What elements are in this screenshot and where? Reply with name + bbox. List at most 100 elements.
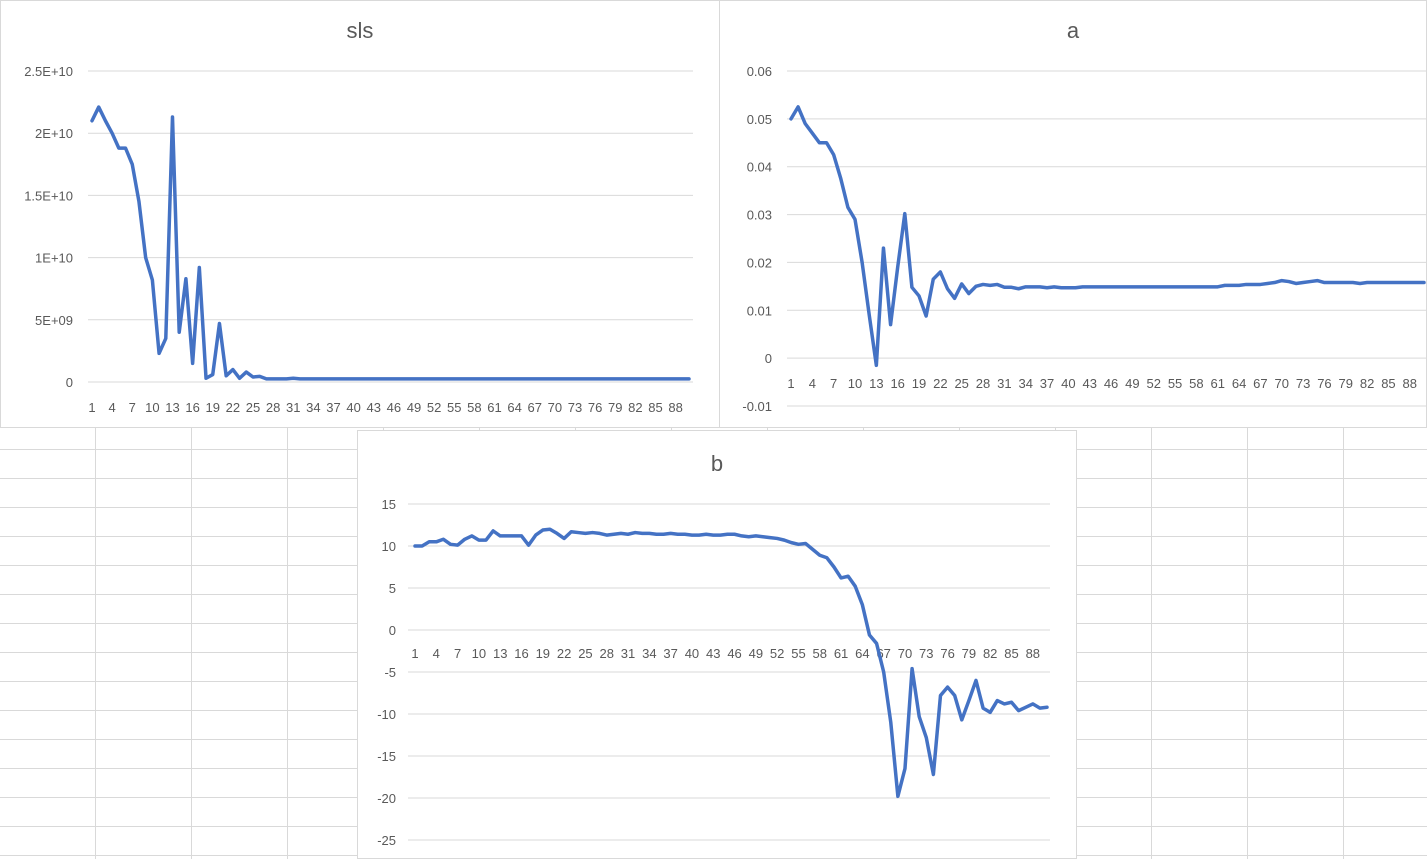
x-tick-label: 40	[685, 646, 699, 661]
x-tick-label: 22	[557, 646, 571, 661]
x-tick-label: 22	[933, 376, 947, 391]
x-tick-label: 4	[109, 400, 116, 415]
x-tick-label: 55	[791, 646, 805, 661]
x-tick-label: 49	[1125, 376, 1139, 391]
x-tick-label: 58	[467, 400, 481, 415]
x-tick-label: 46	[1104, 376, 1118, 391]
x-tick-label: 37	[1040, 376, 1054, 391]
x-tick-label: 43	[706, 646, 720, 661]
x-tick-label: 40	[1061, 376, 1075, 391]
chart-a-svg: a -0.01 0 0.01 0.02 0.03 0.04 0.05 0.06 1 4 7 10 13 16…	[742, 18, 1426, 414]
y-tick-label: 1.5E+10	[24, 188, 73, 203]
x-tick-label: 49	[407, 400, 421, 415]
y-tick-label: 0.06	[747, 64, 772, 79]
y-tick-label: -20	[377, 791, 396, 806]
chart-title: sls	[347, 18, 374, 43]
x-tick-label: 16	[514, 646, 528, 661]
x-tick-label: 31	[286, 400, 300, 415]
x-tick-label: 61	[487, 400, 501, 415]
x-tick-label: 43	[1082, 376, 1096, 391]
x-tick-label: 37	[663, 646, 677, 661]
x-tick-label: 7	[454, 646, 461, 661]
y-tick-label: 0.03	[747, 208, 772, 223]
x-tick-label: 34	[1018, 376, 1032, 391]
y-tick-label: 0.05	[747, 112, 772, 127]
chart-b: b -25 -20 -15 -10 -5 0 5 10 15 1 4 7 10 13 16 19 22 25 28 31…	[357, 430, 1077, 859]
x-tick-label: 88	[668, 400, 682, 415]
y-tick-label: 15	[382, 497, 396, 512]
x-tick-label: 7	[129, 400, 136, 415]
x-tick-label: 52	[770, 646, 784, 661]
x-tick-label: 34	[306, 400, 320, 415]
x-tick-label: 46	[387, 400, 401, 415]
x-tick-label: 16	[185, 400, 199, 415]
y-tick-label: 1E+10	[35, 251, 73, 266]
x-tick-label: 28	[976, 376, 990, 391]
y-tick-label: -0.01	[742, 399, 772, 414]
y-tick-label: -15	[377, 749, 396, 764]
x-tick-label: 25	[246, 400, 260, 415]
x-tick-label: 82	[983, 646, 997, 661]
x-tick-label: 25	[954, 376, 968, 391]
x-tick-label: 70	[548, 400, 562, 415]
x-tick-label: 13	[493, 646, 507, 661]
x-tick-label: 19	[912, 376, 926, 391]
x-tick-label: 1	[787, 376, 794, 391]
x-tick-label: 49	[749, 646, 763, 661]
x-tick-label: 73	[1296, 376, 1310, 391]
x-tick-label: 58	[1189, 376, 1203, 391]
y-tick-label: 0.01	[747, 303, 772, 318]
chart-title: b	[711, 451, 723, 476]
y-tick-label: 0	[765, 351, 772, 366]
x-tick-label: 85	[1381, 376, 1395, 391]
x-tick-label: 13	[165, 400, 179, 415]
x-tick-label: 88	[1026, 646, 1040, 661]
x-tick-label: 10	[848, 376, 862, 391]
y-tick-label: -25	[377, 833, 396, 848]
x-tick-label: 67	[1253, 376, 1267, 391]
chart-sls-svg: sls 0 5E+09 1E+10 1.5E+10 2E+10 2.5E+10 1 4 7 10 13…	[24, 18, 693, 415]
x-tick-label: 79	[1339, 376, 1353, 391]
x-tick-label: 28	[266, 400, 280, 415]
x-tick-label: 64	[1232, 376, 1246, 391]
x-tick-label: 52	[1146, 376, 1160, 391]
y-tick-label: -5	[384, 665, 396, 680]
x-tick-label: 40	[346, 400, 360, 415]
x-tick-label: 16	[890, 376, 904, 391]
y-tick-label: 10	[382, 539, 396, 554]
x-tick-label: 61	[1211, 376, 1225, 391]
x-tick-label: 85	[648, 400, 662, 415]
x-tick-label: 7	[830, 376, 837, 391]
y-tick-label: 2.5E+10	[24, 64, 73, 79]
y-tick-label: -10	[377, 707, 396, 722]
x-tick-label: 76	[1317, 376, 1331, 391]
x-tick-label: 52	[427, 400, 441, 415]
x-tick-label: 31	[997, 376, 1011, 391]
x-tick-label: 10	[145, 400, 159, 415]
x-tick-label: 82	[628, 400, 642, 415]
chart-title: a	[1067, 18, 1080, 43]
x-tick-label: 55	[1168, 376, 1182, 391]
x-tick-label: 1	[88, 400, 95, 415]
x-tick-label: 79	[962, 646, 976, 661]
y-tick-label: 0	[66, 375, 73, 390]
x-tick-label: 73	[919, 646, 933, 661]
x-tick-label: 43	[366, 400, 380, 415]
x-tick-label: 70	[1275, 376, 1289, 391]
x-tick-label: 55	[447, 400, 461, 415]
x-tick-label: 22	[226, 400, 240, 415]
x-tick-label: 79	[608, 400, 622, 415]
x-tick-label: 61	[834, 646, 848, 661]
x-tick-label: 1	[411, 646, 418, 661]
x-tick-label: 4	[433, 646, 440, 661]
y-tick-label: 5E+09	[35, 313, 73, 328]
x-tick-label: 34	[642, 646, 656, 661]
x-tick-label: 85	[1004, 646, 1018, 661]
x-tick-label: 64	[507, 400, 521, 415]
y-tick-label: 5	[389, 581, 396, 596]
x-tick-label: 64	[855, 646, 869, 661]
x-tick-label: 19	[536, 646, 550, 661]
x-tick-label: 13	[869, 376, 883, 391]
x-tick-label: 58	[813, 646, 827, 661]
x-tick-label: 70	[898, 646, 912, 661]
